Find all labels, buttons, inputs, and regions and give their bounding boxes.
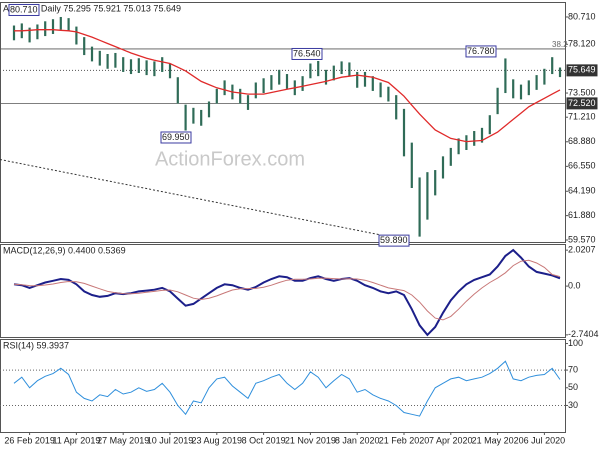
y-tick-label: 2.0207	[568, 245, 596, 255]
y-tick-label: 0.0	[568, 280, 581, 290]
y-tick-label: 64.190	[568, 186, 596, 196]
price-line-label-box	[566, 64, 598, 77]
x-tick-label: 11 Apr 2019	[52, 435, 100, 445]
y-tick-label: 80.710	[568, 11, 596, 21]
y-tick-label: 50	[568, 382, 578, 392]
trendline	[0, 159, 381, 236]
series-line	[13, 259, 561, 321]
rsi-panel	[0, 339, 566, 433]
annotation-box	[378, 234, 410, 247]
chart-title: AUDJPY Daily 75.295 75.921 75.013 75.649	[3, 3, 181, 13]
y-tick-label: -2.7404	[568, 329, 599, 339]
annotation: 76.540	[293, 48, 321, 58]
annotation: 76.780	[467, 46, 495, 56]
moving-average	[14, 29, 561, 143]
annotation-box	[291, 47, 323, 60]
y-tick-label: 78.120	[568, 39, 596, 49]
y-tick-label: 61.880	[568, 210, 596, 220]
annotation-box	[465, 45, 497, 58]
x-tick-label: 10 Jul 2019	[147, 435, 194, 445]
price-line-label: 75.649	[568, 65, 596, 75]
fib-level-label: 38.2	[552, 40, 568, 49]
y-tick-label: 71.210	[568, 112, 596, 122]
x-tick-label: 8 Jan 2020	[335, 435, 380, 445]
support-line-label-box	[566, 97, 598, 110]
y-tick-label: 70	[568, 364, 578, 374]
y-tick-label: 59.570	[568, 234, 596, 244]
x-tick-label: 23 Aug 2019	[192, 435, 243, 445]
annotation-box	[160, 131, 192, 144]
support-line-label: 72.520	[568, 98, 596, 108]
x-tick-label: 6 Jul 2020	[524, 435, 566, 445]
macd-panel	[0, 244, 566, 338]
y-tick-label: 30	[568, 400, 578, 410]
x-tick-label: 27 May 2019	[97, 435, 149, 445]
y-tick-label: 73.500	[568, 87, 596, 97]
x-tick-label: 7 Apr 2020	[429, 435, 473, 445]
annotation: 69.950	[162, 132, 190, 142]
annotation-box	[8, 3, 40, 16]
y-tick-label: 100	[568, 338, 583, 348]
price-panel	[0, 2, 566, 243]
series-line	[13, 360, 561, 417]
watermark: ActionForex.com	[155, 148, 305, 170]
macd-title: MACD(12,26,9) 0.4400 0.5369	[3, 245, 126, 255]
annotation: 80.710	[10, 4, 38, 14]
series-line	[13, 248, 561, 337]
y-tick-label: 66.550	[568, 161, 596, 171]
x-tick-label: 21 May 2020	[472, 435, 524, 445]
annotation: 59.890	[380, 235, 408, 245]
y-tick-label: 68.880	[568, 136, 596, 146]
x-tick-label: 26 Feb 2019	[4, 435, 55, 445]
x-tick-label: 21 Feb 2020	[379, 435, 430, 445]
x-tick-label: 21 Nov 2019	[285, 435, 336, 445]
rsi-title: RSI(14) 59.3937	[3, 340, 69, 350]
x-tick-label: 8 Oct 2019	[242, 435, 286, 445]
